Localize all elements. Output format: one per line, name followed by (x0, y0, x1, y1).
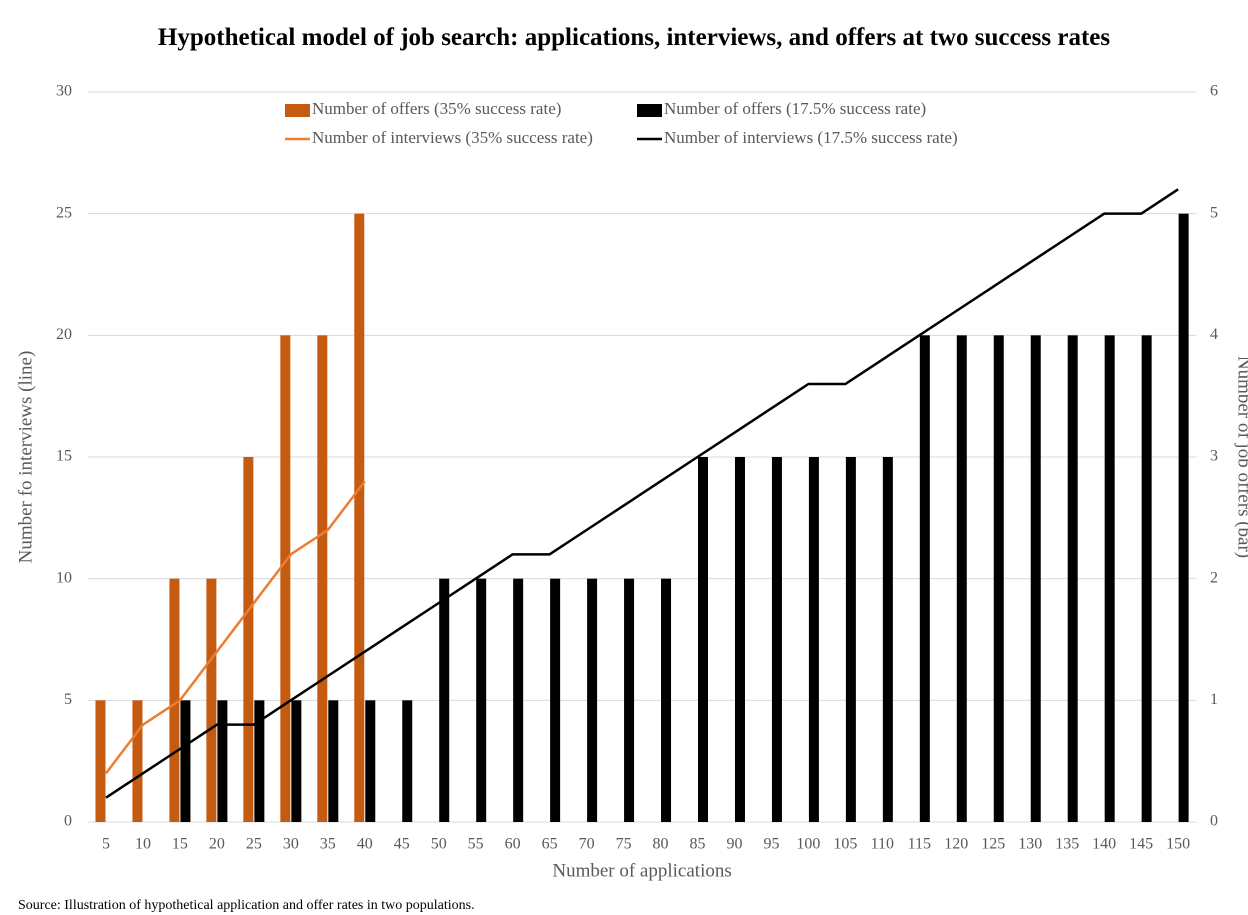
legend-swatch (637, 104, 662, 117)
x-tick-label: 115 (908, 836, 931, 853)
y-tick-label: 0 (64, 813, 72, 830)
x-tick-label: 50 (431, 836, 447, 853)
bar (328, 700, 339, 822)
x-tick-label: 60 (505, 836, 521, 853)
x-tick-label: 15 (172, 836, 188, 853)
x-tick-label: 85 (690, 836, 706, 853)
legend-label: Number of offers (35% success rate) (312, 99, 561, 118)
bar (1030, 335, 1041, 822)
y-tick-label: 15 (56, 448, 72, 465)
y2-axis-label: Number of job offers (bar) (1234, 356, 1248, 558)
bar (919, 335, 930, 822)
bar (206, 578, 217, 822)
bar (1141, 335, 1152, 822)
legend-label: Number of interviews (35% success rate) (312, 128, 593, 147)
bar (1178, 213, 1189, 822)
bar (243, 457, 254, 822)
x-tick-label: 100 (796, 836, 820, 853)
x-tick-label: 80 (653, 836, 669, 853)
y-tick-label: 10 (56, 569, 72, 586)
bar (402, 700, 413, 822)
x-axis-label: Number of applications (552, 860, 731, 881)
bar (698, 457, 709, 822)
bar (1104, 335, 1115, 822)
x-tick-label: 105 (833, 836, 857, 853)
legend-label: Number of offers (17.5% success rate) (664, 99, 926, 118)
bar (291, 700, 302, 822)
legend-label: Number of interviews (17.5% success rate… (664, 128, 958, 147)
bar (354, 213, 365, 822)
x-tick-label: 110 (871, 836, 894, 853)
bar (317, 335, 328, 822)
bar (180, 700, 191, 822)
bar (95, 700, 106, 822)
line (105, 188, 1179, 799)
bar (845, 457, 856, 822)
bar (1067, 335, 1078, 822)
bar (734, 457, 745, 822)
x-tick-label: 140 (1092, 836, 1116, 853)
y2-tick-label: 3 (1210, 448, 1218, 465)
x-tick-label: 65 (542, 836, 558, 853)
bar (624, 578, 635, 822)
bar (476, 578, 487, 822)
x-tick-label: 95 (763, 836, 779, 853)
bar (217, 700, 228, 822)
y2-tick-label: 6 (1210, 83, 1218, 100)
x-tick-label: 30 (283, 836, 299, 853)
line (104, 480, 366, 775)
source-note: Source: Illustration of hypothetical app… (18, 898, 475, 913)
x-tick-label: 90 (726, 836, 742, 853)
y2-tick-label: 0 (1210, 813, 1218, 830)
y2-tick-label: 1 (1210, 691, 1218, 708)
y-tick-label: 5 (64, 691, 72, 708)
x-tick-label: 25 (246, 836, 262, 853)
legend-swatch (285, 104, 310, 117)
x-tick-label: 120 (944, 836, 968, 853)
bar (993, 335, 1004, 822)
y-tick-label: 25 (56, 204, 72, 221)
bar (771, 457, 782, 822)
x-tick-label: 35 (320, 836, 336, 853)
x-tick-label: 130 (1018, 836, 1042, 853)
y2-tick-label: 5 (1210, 204, 1218, 221)
x-tick-label: 40 (357, 836, 373, 853)
x-tick-label: 150 (1166, 836, 1190, 853)
bar (169, 578, 180, 822)
x-tick-label: 70 (579, 836, 595, 853)
bar (132, 700, 143, 822)
bar (254, 700, 265, 822)
bar (882, 457, 893, 822)
bar (661, 578, 672, 822)
bar (550, 578, 561, 822)
chart-title: Hypothetical model of job search: applic… (157, 24, 1111, 51)
x-tick-label: 5 (102, 836, 110, 853)
x-tick-label: 75 (616, 836, 632, 853)
y-tick-label: 30 (56, 83, 72, 100)
x-tick-label: 10 (135, 836, 151, 853)
bar (587, 578, 598, 822)
x-tick-label: 135 (1055, 836, 1079, 853)
bar (365, 700, 376, 822)
y-tick-label: 20 (56, 326, 72, 343)
y-axis-label: Number fo interviews (line) (15, 351, 36, 564)
x-tick-label: 20 (209, 836, 225, 853)
bar (808, 457, 819, 822)
x-tick-label: 145 (1129, 836, 1153, 853)
y2-tick-label: 4 (1210, 326, 1218, 343)
y2-tick-label: 2 (1210, 569, 1218, 586)
bar (513, 578, 524, 822)
x-tick-label: 45 (394, 836, 410, 853)
bar (439, 578, 450, 822)
x-tick-label: 125 (981, 836, 1005, 853)
x-tick-label: 55 (468, 836, 484, 853)
bar (280, 335, 291, 822)
bar (956, 335, 967, 822)
